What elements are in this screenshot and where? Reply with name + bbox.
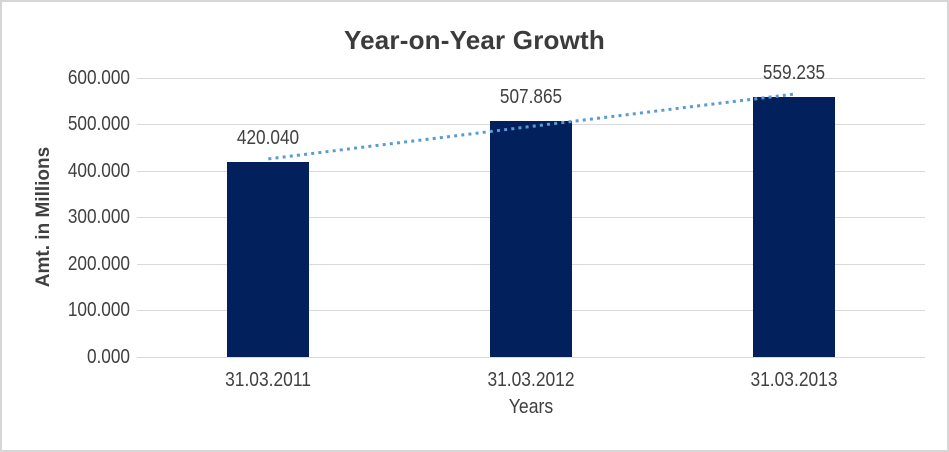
y-tick-label: 0.000 — [86, 345, 130, 368]
gridline — [137, 77, 925, 79]
gridline — [137, 356, 925, 358]
y-tick-label: 200.000 — [67, 252, 130, 275]
x-tick-label: 31.03.2011 — [225, 369, 312, 391]
trendline-path — [268, 92, 794, 161]
value-label: 507.865 — [499, 85, 563, 108]
x-tick-label: 31.03.2012 — [487, 369, 575, 391]
bar — [227, 161, 310, 357]
y-tick-label: 100.000 — [67, 299, 130, 321]
value-label: 559.235 — [762, 61, 825, 84]
y-tick-label: 600.000 — [67, 66, 130, 89]
plot-area: 420.040 507.865 559.235 — [137, 62, 925, 358]
y-tick-label: 400.000 — [67, 159, 130, 182]
y-tick-label: 300.000 — [67, 206, 130, 228]
x-axis-title: Years — [508, 396, 554, 418]
bar — [752, 96, 835, 357]
trendline — [268, 92, 794, 161]
x-tick-label: 31.03.2013 — [750, 369, 838, 391]
chart-title: Year-on-Year Growth — [344, 25, 605, 55]
value-label: 420.040 — [237, 126, 300, 149]
y-tick-label: 500.000 — [67, 113, 130, 135]
bar — [490, 120, 572, 357]
